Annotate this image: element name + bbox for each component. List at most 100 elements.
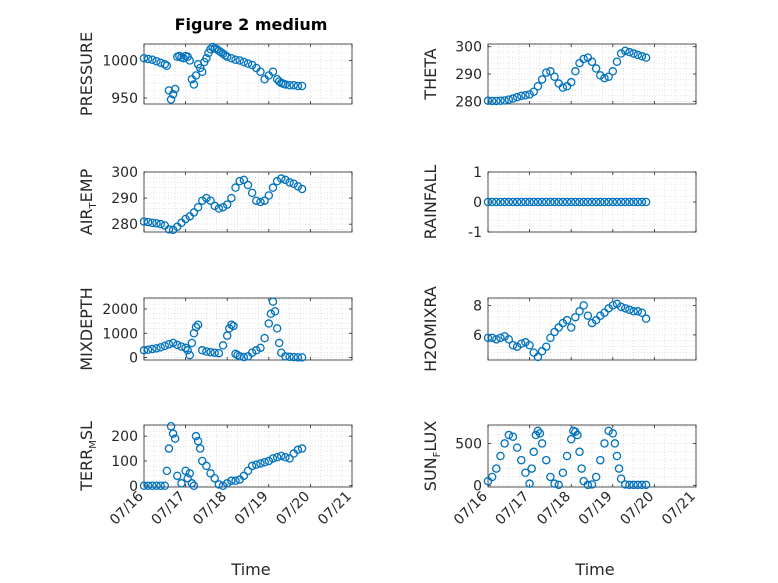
data-point xyxy=(550,72,559,81)
y-tick-label: 280 xyxy=(455,94,482,110)
data-point xyxy=(566,434,576,444)
data-point xyxy=(181,214,190,224)
data-point xyxy=(608,301,618,310)
data-point xyxy=(508,340,518,350)
data-point xyxy=(281,352,290,361)
data-point xyxy=(274,338,284,348)
data-point xyxy=(541,197,551,207)
data-point xyxy=(222,52,232,62)
data-point xyxy=(583,480,593,490)
data-point xyxy=(487,472,497,482)
data-point xyxy=(573,430,582,440)
data-point xyxy=(166,421,176,431)
data-point xyxy=(160,481,170,491)
data-point xyxy=(247,461,257,471)
y-tick-label: 100 xyxy=(111,454,138,470)
data-point xyxy=(243,180,253,190)
data-point xyxy=(492,96,501,106)
y-tick-label: 0 xyxy=(129,479,138,495)
data-point xyxy=(483,197,493,207)
data-point xyxy=(156,219,165,229)
data-point xyxy=(521,91,530,100)
data-point xyxy=(571,312,580,322)
data-point xyxy=(533,197,543,207)
data-point xyxy=(525,479,534,488)
data-point xyxy=(189,481,199,491)
data-point xyxy=(521,197,530,207)
data-point xyxy=(214,480,224,489)
data-point xyxy=(264,319,274,328)
data-point xyxy=(183,346,192,355)
data-point xyxy=(202,461,211,471)
data-point xyxy=(208,42,217,52)
data-point xyxy=(197,456,207,466)
data-point xyxy=(496,197,505,207)
data-point xyxy=(577,464,586,473)
data-point xyxy=(546,197,555,207)
data-point xyxy=(170,84,180,94)
data-point xyxy=(195,444,205,453)
data-point xyxy=(566,77,576,87)
data-point xyxy=(558,468,568,478)
data-point xyxy=(197,346,207,355)
data-point xyxy=(517,91,526,101)
data-point xyxy=(272,452,282,462)
data-point xyxy=(608,67,618,76)
x-axis-label-right: Time xyxy=(574,560,614,579)
data-point xyxy=(641,314,651,323)
data-point xyxy=(596,455,605,465)
data-point xyxy=(143,345,153,355)
data-point xyxy=(256,67,265,77)
data-point xyxy=(189,208,199,217)
data-point xyxy=(285,454,294,463)
axes-box xyxy=(487,424,697,488)
subplot-4: -1 0 1 RAINFALL xyxy=(421,165,697,241)
data-point xyxy=(152,481,161,491)
data-point xyxy=(281,452,290,462)
y-tick-label: 6 xyxy=(473,328,482,344)
data-point xyxy=(550,479,559,488)
y-axis-label: H2OMIXRA xyxy=(421,286,440,372)
data-point xyxy=(566,197,576,207)
data-point xyxy=(281,80,290,89)
data-point xyxy=(537,75,547,84)
data-point xyxy=(633,50,643,60)
data-point xyxy=(496,96,505,105)
data-point xyxy=(525,340,534,350)
data-point xyxy=(633,307,643,316)
data-point xyxy=(531,430,541,440)
data-point xyxy=(625,480,634,490)
data-point xyxy=(587,57,597,66)
data-point xyxy=(562,197,572,207)
data-point xyxy=(177,342,186,351)
axes-box xyxy=(143,43,353,105)
data-point xyxy=(558,83,568,92)
data-point xyxy=(191,71,201,80)
data-point xyxy=(247,188,257,198)
data-point xyxy=(260,196,269,205)
data-point xyxy=(558,197,568,207)
data-point xyxy=(170,434,180,443)
y-tick-label: 300 xyxy=(111,165,138,181)
data-point xyxy=(496,451,505,461)
data-point xyxy=(600,197,609,207)
data-point xyxy=(571,197,580,207)
y-tick-label: -1 xyxy=(468,225,482,241)
data-point xyxy=(541,455,551,465)
data-point xyxy=(533,82,543,91)
data-point xyxy=(229,321,238,331)
data-point xyxy=(487,197,497,207)
data-point xyxy=(181,466,190,476)
data-point xyxy=(527,464,536,473)
axes-box xyxy=(143,171,353,233)
data-point xyxy=(579,54,588,64)
axes-box xyxy=(487,297,697,361)
data-point xyxy=(554,480,563,490)
y-axis-label: AIRTEMP xyxy=(77,168,99,235)
data-point xyxy=(508,197,518,207)
data-point xyxy=(256,343,265,353)
data-point xyxy=(297,184,307,194)
data-point xyxy=(268,67,278,77)
data-point xyxy=(235,176,244,186)
data-point xyxy=(218,202,228,212)
